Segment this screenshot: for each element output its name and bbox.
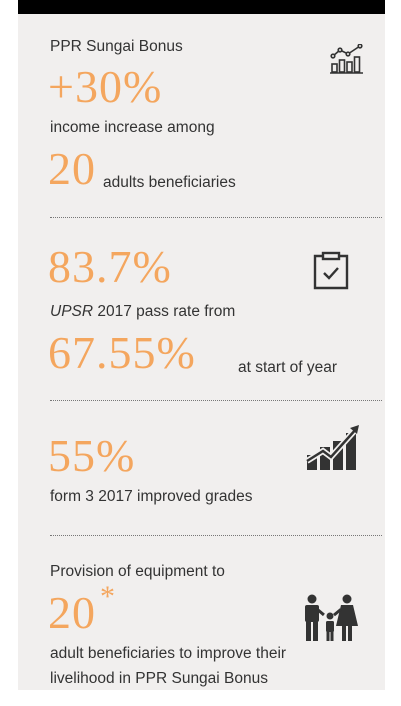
divider — [50, 217, 382, 218]
divider — [50, 535, 382, 536]
section-title: Provision of equipment to — [50, 563, 225, 580]
divider — [50, 400, 382, 401]
figure: 83.7% — [48, 241, 172, 292]
figure: 20 — [48, 143, 96, 194]
text: 2017 pass rate from — [97, 303, 236, 320]
text: form 3 2017 improved grades — [50, 488, 253, 505]
family-icon — [305, 594, 358, 641]
text: income increase among — [50, 119, 215, 136]
clipboard-icon — [313, 251, 349, 290]
section-title: PPR Sungai Bonus — [50, 38, 183, 55]
text: livelihood in PPR Sungai Bonus — [50, 670, 268, 687]
chart-icon — [330, 44, 363, 74]
text: adult beneficiaries to improve their — [50, 645, 287, 662]
figure: 55% — [48, 430, 136, 481]
panel — [18, 14, 385, 690]
text: at start of year — [238, 359, 338, 376]
figure: 67.55% — [48, 327, 196, 378]
figure: 20 — [48, 587, 96, 638]
text-line: UPSR 2017 pass rate from — [50, 303, 235, 321]
text: adults beneficiaries — [103, 174, 236, 191]
top-bar — [18, 0, 385, 14]
text-italic: UPSR — [50, 303, 94, 320]
footnote-mark: * — [100, 580, 116, 613]
growth-icon — [305, 425, 360, 470]
figure: +30% — [48, 61, 163, 112]
